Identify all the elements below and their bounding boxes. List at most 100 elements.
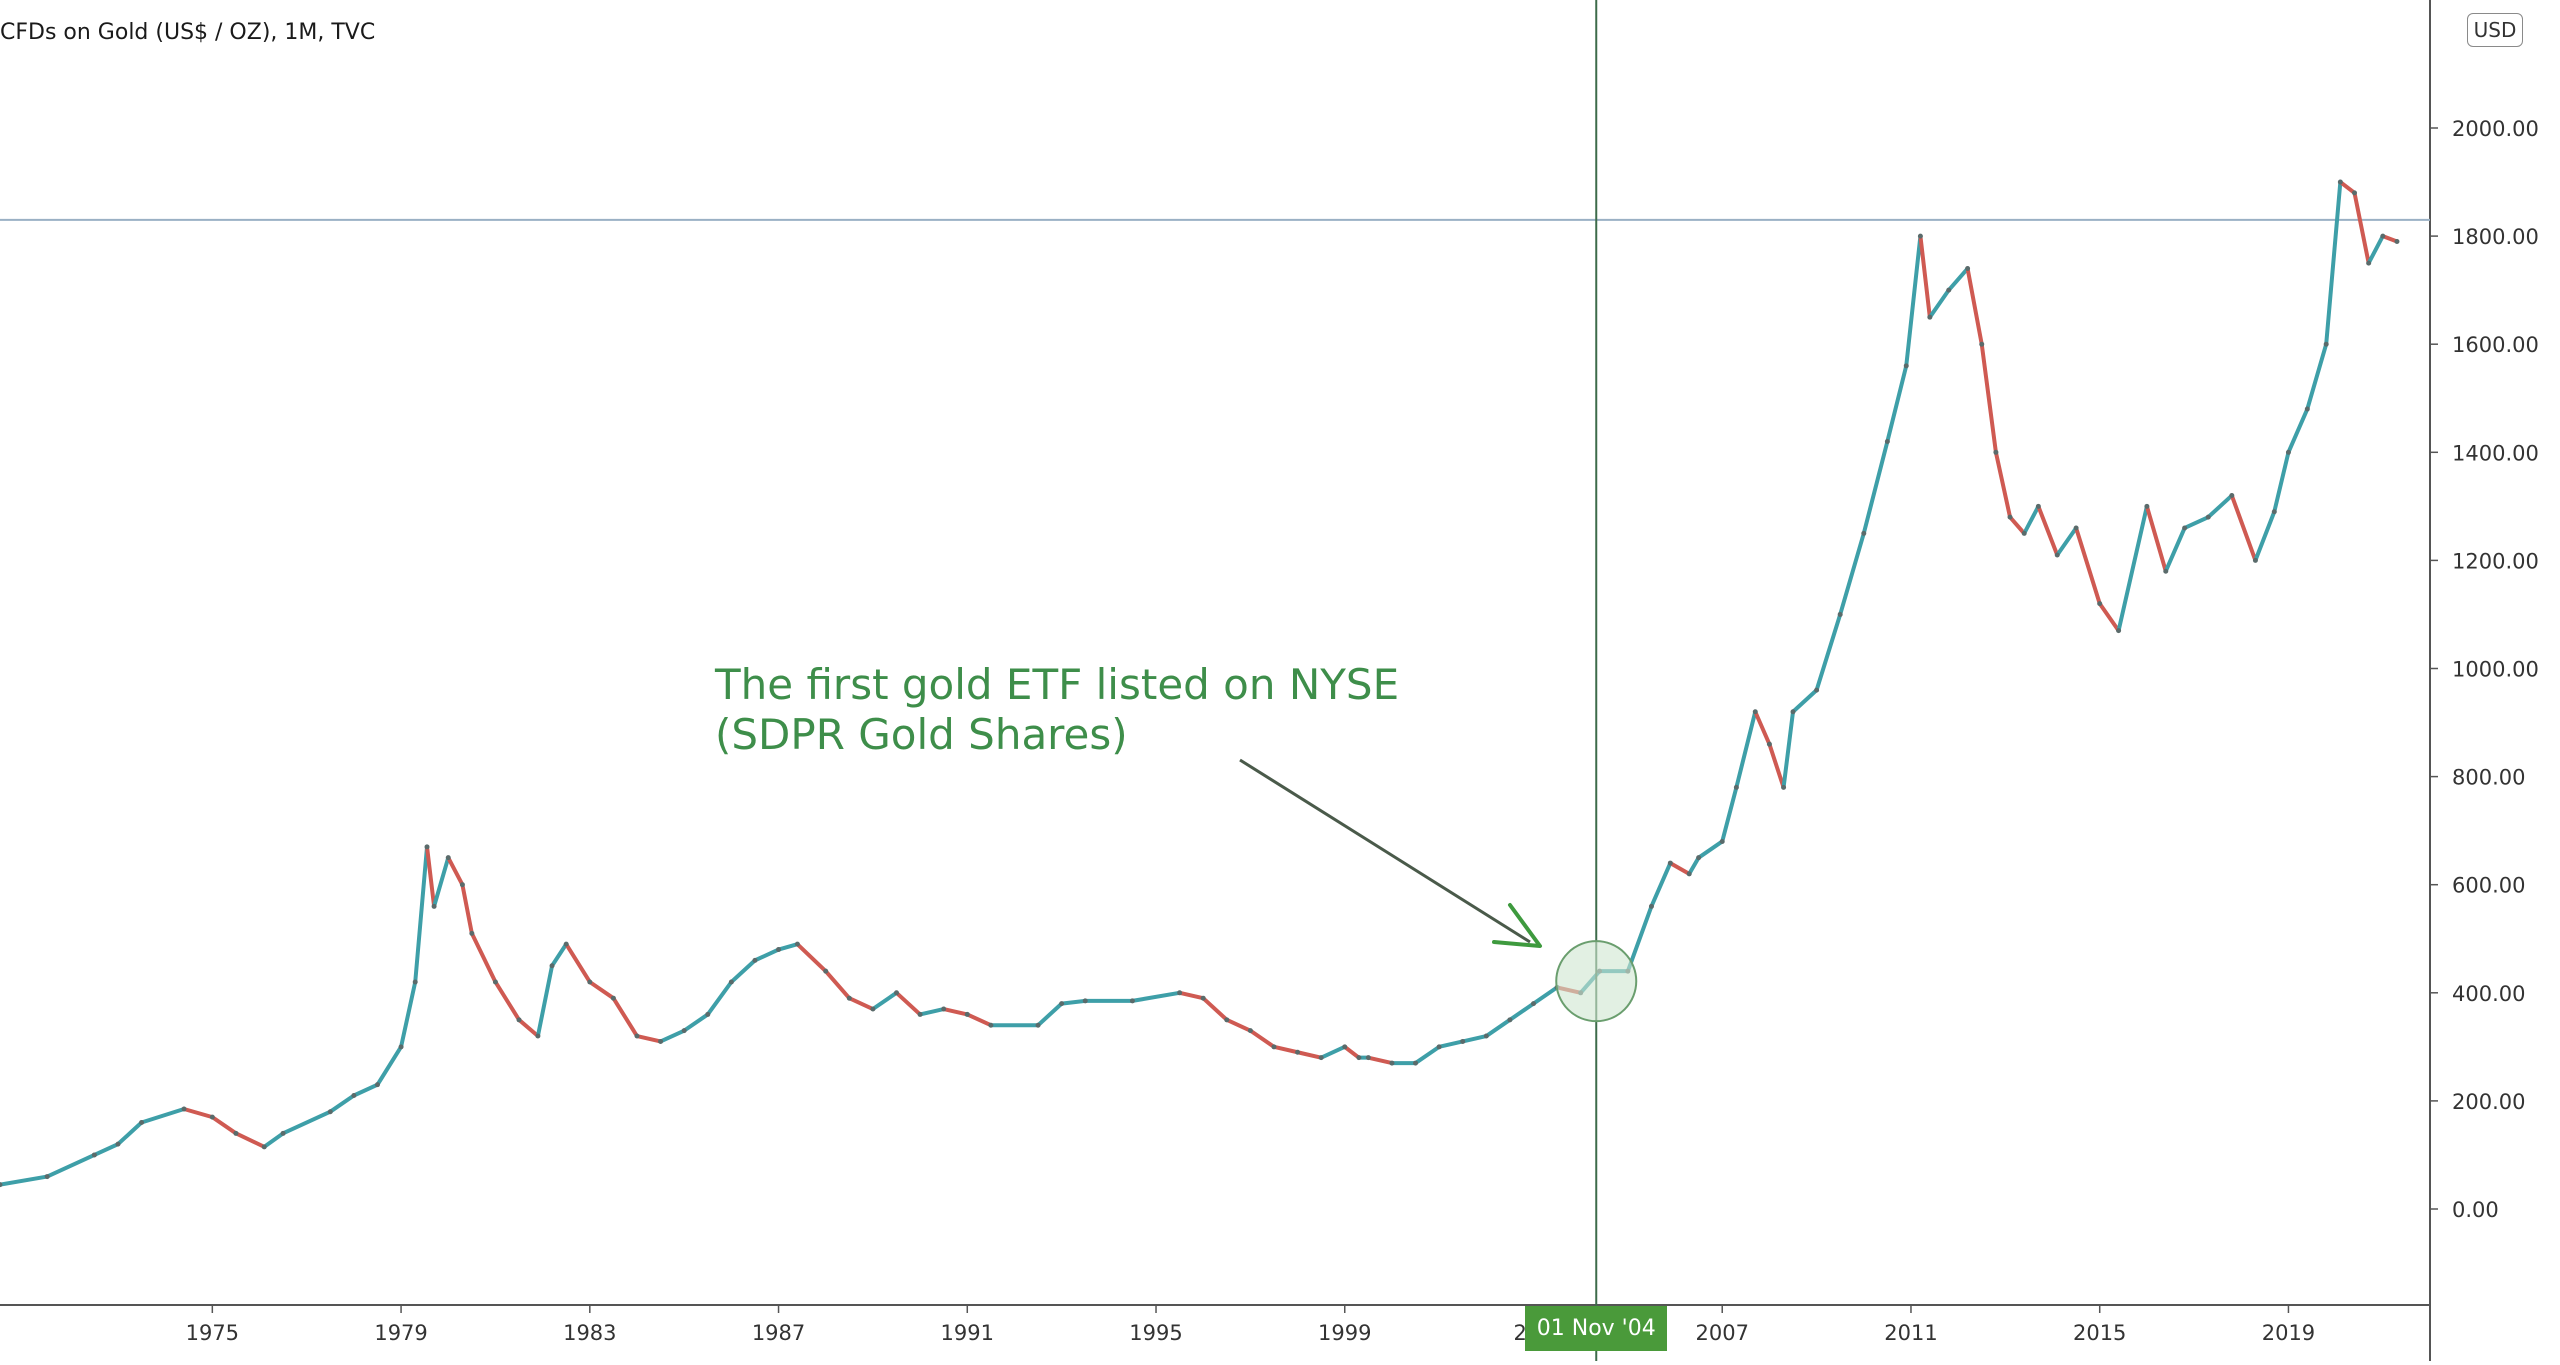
price-segment [2163,525,2187,574]
price-point [327,1109,333,1115]
price-segment [752,947,781,963]
price-point [2304,406,2310,412]
price-point [1686,871,1692,877]
price-segment [210,1115,238,1136]
price-point [1356,1055,1362,1061]
price-point [2337,179,2343,185]
price-point [1781,784,1787,790]
price-point [2380,233,2386,239]
annotation-arrowhead [1492,903,1542,948]
price-segment [2074,525,2102,606]
price-segment [262,1131,286,1149]
price-point [261,1144,267,1150]
price-segment [1965,266,1984,347]
annotation-line-1: The first gold ETF listed on NYSE [715,660,1400,709]
price-point [2271,509,2277,515]
price-segment [1036,1001,1064,1028]
price-segment [776,942,800,952]
price-segment [0,1174,50,1187]
price-segment [1460,1034,1489,1044]
y-tick-label: 0.00 [2452,1198,2499,1222]
price-segment [45,1152,97,1179]
price-segment [894,990,923,1017]
price-point [2205,514,2211,520]
crosshair-date-label: 01 Nov '04 [1525,1306,1668,1351]
price-point [181,1106,187,1112]
price-point [535,1033,541,1039]
price-point [2163,568,2169,574]
y-tick-label: 1600.00 [2452,333,2539,357]
price-point [1946,287,1952,293]
price-point [549,963,555,969]
y-tick-label: 400.00 [2452,982,2525,1006]
currency-badge[interactable]: USD [2467,13,2523,47]
price-point [1648,903,1654,909]
price-segment [2272,450,2291,514]
price-point [941,1006,947,1012]
price-point [658,1038,664,1044]
price-segment [2366,234,2385,266]
x-tick-label: 1979 [374,1321,427,1345]
y-tick-label: 600.00 [2452,874,2525,898]
price-segment [1625,904,1654,974]
price-point [988,1022,994,1028]
price-segment [281,1109,333,1136]
price-segment [2305,342,2329,412]
price-point [0,1182,3,1188]
price-segment [1814,612,1843,693]
price-segment [2206,493,2234,520]
price-segment [2182,515,2211,530]
price-point [1903,363,1909,369]
price-point [728,979,734,985]
price-point [2054,552,2060,558]
price-point [91,1152,97,1158]
y-tick-label: 2000.00 [2452,117,2539,141]
price-point [1295,1049,1301,1055]
price-segment [1753,709,1772,747]
x-tick-label: 1991 [941,1321,994,1345]
price-point [469,930,475,936]
price-point [1389,1060,1395,1066]
price-point [351,1092,357,1098]
price-point [964,1011,970,1017]
price-point [2116,628,2122,634]
annotation-line-2: (SDPR Gold Shares) [715,710,1128,759]
price-point [431,903,437,909]
price-segment [847,996,875,1012]
price-point [1247,1028,1253,1034]
price-point [1884,438,1890,444]
price-segment [1668,861,1692,876]
x-tick-label: 1983 [563,1321,616,1345]
price-segment [1342,1044,1361,1060]
price-point [1979,341,1985,347]
price-point [1413,1060,1419,1066]
price-segment [1687,855,1701,876]
price-point [374,1082,380,1088]
price-segment [139,1107,187,1125]
price-segment [1201,996,1229,1022]
price-point [2021,530,2027,536]
price-point [1035,1022,1041,1028]
price-segment [2008,515,2027,536]
price-segment [1885,363,1909,444]
price-segment [1413,1044,1442,1066]
price-segment [1366,1055,1394,1066]
price-point [1965,266,1971,272]
price-segment [682,1012,710,1033]
price-point [1917,233,1923,239]
price-segment [328,1093,356,1114]
price-segment [92,1142,120,1157]
price-segment [1904,234,1923,368]
price-point [610,995,616,1001]
price-segment [469,931,498,984]
price-point [870,1006,876,1012]
price-segment [425,844,437,909]
price-segment [1861,439,1890,536]
price-segment [1927,288,1951,320]
price-segment [375,1044,404,1087]
price-point [459,882,465,888]
price-segment [2338,180,2357,195]
x-tick-label: 1995 [1129,1321,1182,1345]
